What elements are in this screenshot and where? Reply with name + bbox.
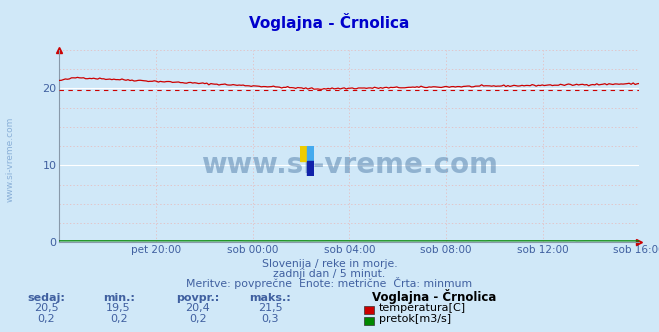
Text: Slovenija / reke in morje.: Slovenija / reke in morje. (262, 259, 397, 269)
Text: sedaj:: sedaj: (27, 293, 65, 303)
Text: Voglajna - Črnolica: Voglajna - Črnolica (372, 290, 497, 304)
Bar (300, 146, 307, 161)
Text: Voglajna - Črnolica: Voglajna - Črnolica (249, 13, 410, 31)
Text: 0,3: 0,3 (262, 314, 279, 324)
Text: zadnji dan / 5 minut.: zadnji dan / 5 minut. (273, 269, 386, 279)
Bar (307, 161, 314, 176)
Text: 20,5: 20,5 (34, 303, 59, 313)
Text: www.si-vreme.com: www.si-vreme.com (5, 117, 14, 202)
Text: temperatura[C]: temperatura[C] (379, 303, 466, 313)
Text: povpr.:: povpr.: (176, 293, 219, 303)
Text: 19,5: 19,5 (106, 303, 131, 313)
Text: pretok[m3/s]: pretok[m3/s] (379, 314, 451, 324)
Text: 0,2: 0,2 (110, 314, 127, 324)
Bar (307, 146, 314, 161)
Text: 20,4: 20,4 (185, 303, 210, 313)
Text: 0,2: 0,2 (38, 314, 55, 324)
Text: Meritve: povprečne  Enote: metrične  Črta: minmum: Meritve: povprečne Enote: metrične Črta:… (186, 277, 473, 289)
Text: www.si-vreme.com: www.si-vreme.com (201, 151, 498, 179)
Text: min.:: min.: (103, 293, 134, 303)
Text: maks.:: maks.: (249, 293, 291, 303)
Text: 21,5: 21,5 (258, 303, 283, 313)
Text: 0,2: 0,2 (189, 314, 206, 324)
